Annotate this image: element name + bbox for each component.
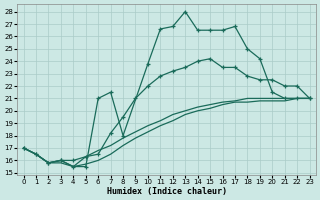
X-axis label: Humidex (Indice chaleur): Humidex (Indice chaleur) xyxy=(107,187,227,196)
